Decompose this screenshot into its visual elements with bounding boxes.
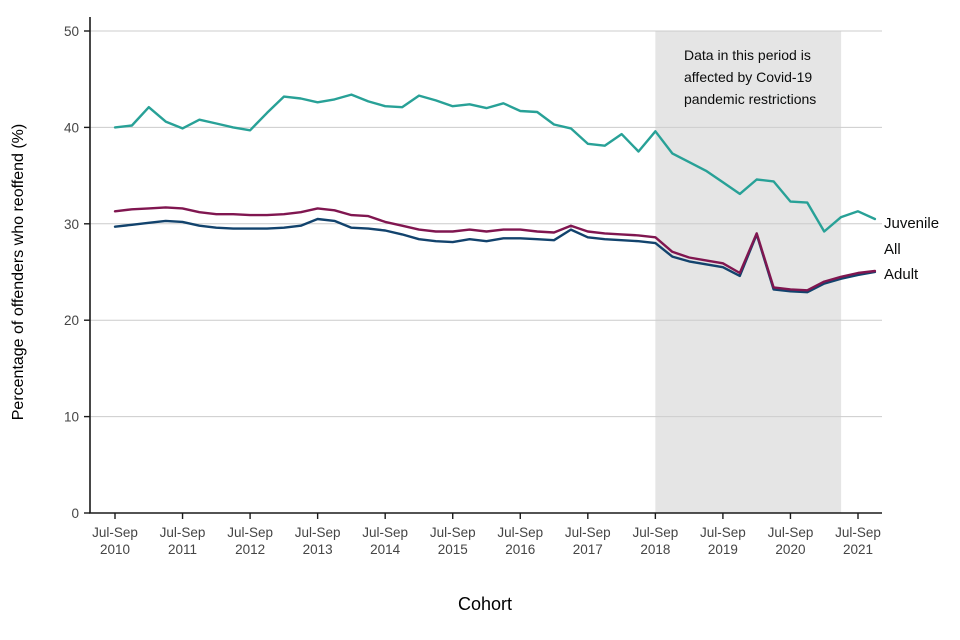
x-tick-label-quarter-2021: Jul-Sep: [835, 525, 881, 540]
x-tick-label-quarter-2012: Jul-Sep: [227, 525, 273, 540]
covid-annotation-line-1: Data in this period is: [684, 47, 811, 63]
x-tick-label-year-2014: 2014: [370, 542, 401, 557]
y-tick-label-30: 30: [64, 217, 79, 232]
y-tick-label-0: 0: [71, 506, 79, 521]
x-tick-label-year-2015: 2015: [438, 542, 468, 557]
x-tick-label-year-2016: 2016: [505, 542, 535, 557]
series-label-juvenile: Juvenile: [884, 215, 940, 232]
covid-annotation-line-3: pandemic restrictions: [684, 91, 817, 107]
series-line-all: [113, 206, 877, 292]
x-tick-label-quarter-2018: Jul-Sep: [632, 525, 678, 540]
x-tick-label-year-2010: 2010: [100, 542, 130, 557]
y-axis-title: Percentage of offenders who reoffend (%): [10, 123, 27, 421]
y-tick-label-10: 10: [64, 410, 79, 425]
covid-shaded-region: [655, 31, 842, 513]
x-tick-label-quarter-2014: Jul-Sep: [362, 525, 408, 540]
x-tick-label-year-2017: 2017: [573, 542, 603, 557]
covid-annotation-line-2: affected by Covid-19: [684, 69, 813, 85]
x-tick-label-quarter-2010: Jul-Sep: [92, 525, 138, 540]
y-tick-label-40: 40: [64, 120, 79, 135]
x-tick-label-year-2020: 2020: [775, 542, 805, 557]
x-tick-label-year-2011: 2011: [168, 542, 197, 557]
series-label-adult: Adult: [884, 266, 919, 283]
x-tick-label-quarter-2019: Jul-Sep: [700, 525, 746, 540]
x-tick-label-quarter-2017: Jul-Sep: [565, 525, 611, 540]
x-axis-title: Cohort: [457, 594, 513, 614]
x-tick-label-year-2021: 2021: [843, 542, 873, 557]
x-tick-label-year-2019: 2019: [708, 542, 738, 557]
x-tick-label-year-2012: 2012: [235, 542, 265, 557]
y-tick-label-20: 20: [64, 313, 79, 328]
x-tick-label-quarter-2015: Jul-Sep: [430, 525, 476, 540]
series-label-all: All: [884, 241, 901, 258]
x-tick-label-quarter-2011: Jul-Sep: [160, 525, 206, 540]
y-tick-label-50: 50: [64, 24, 79, 39]
x-tick-label-quarter-2013: Jul-Sep: [295, 525, 341, 540]
covid-annotation: Data in this period is affected by Covid…: [684, 44, 816, 110]
x-tick-label-quarter-2020: Jul-Sep: [768, 525, 814, 540]
series-line-juvenile: [113, 93, 877, 233]
x-tick-label-year-2018: 2018: [640, 542, 670, 557]
x-tick-label-year-2013: 2013: [303, 542, 333, 557]
x-tick-label-quarter-2016: Jul-Sep: [497, 525, 543, 540]
